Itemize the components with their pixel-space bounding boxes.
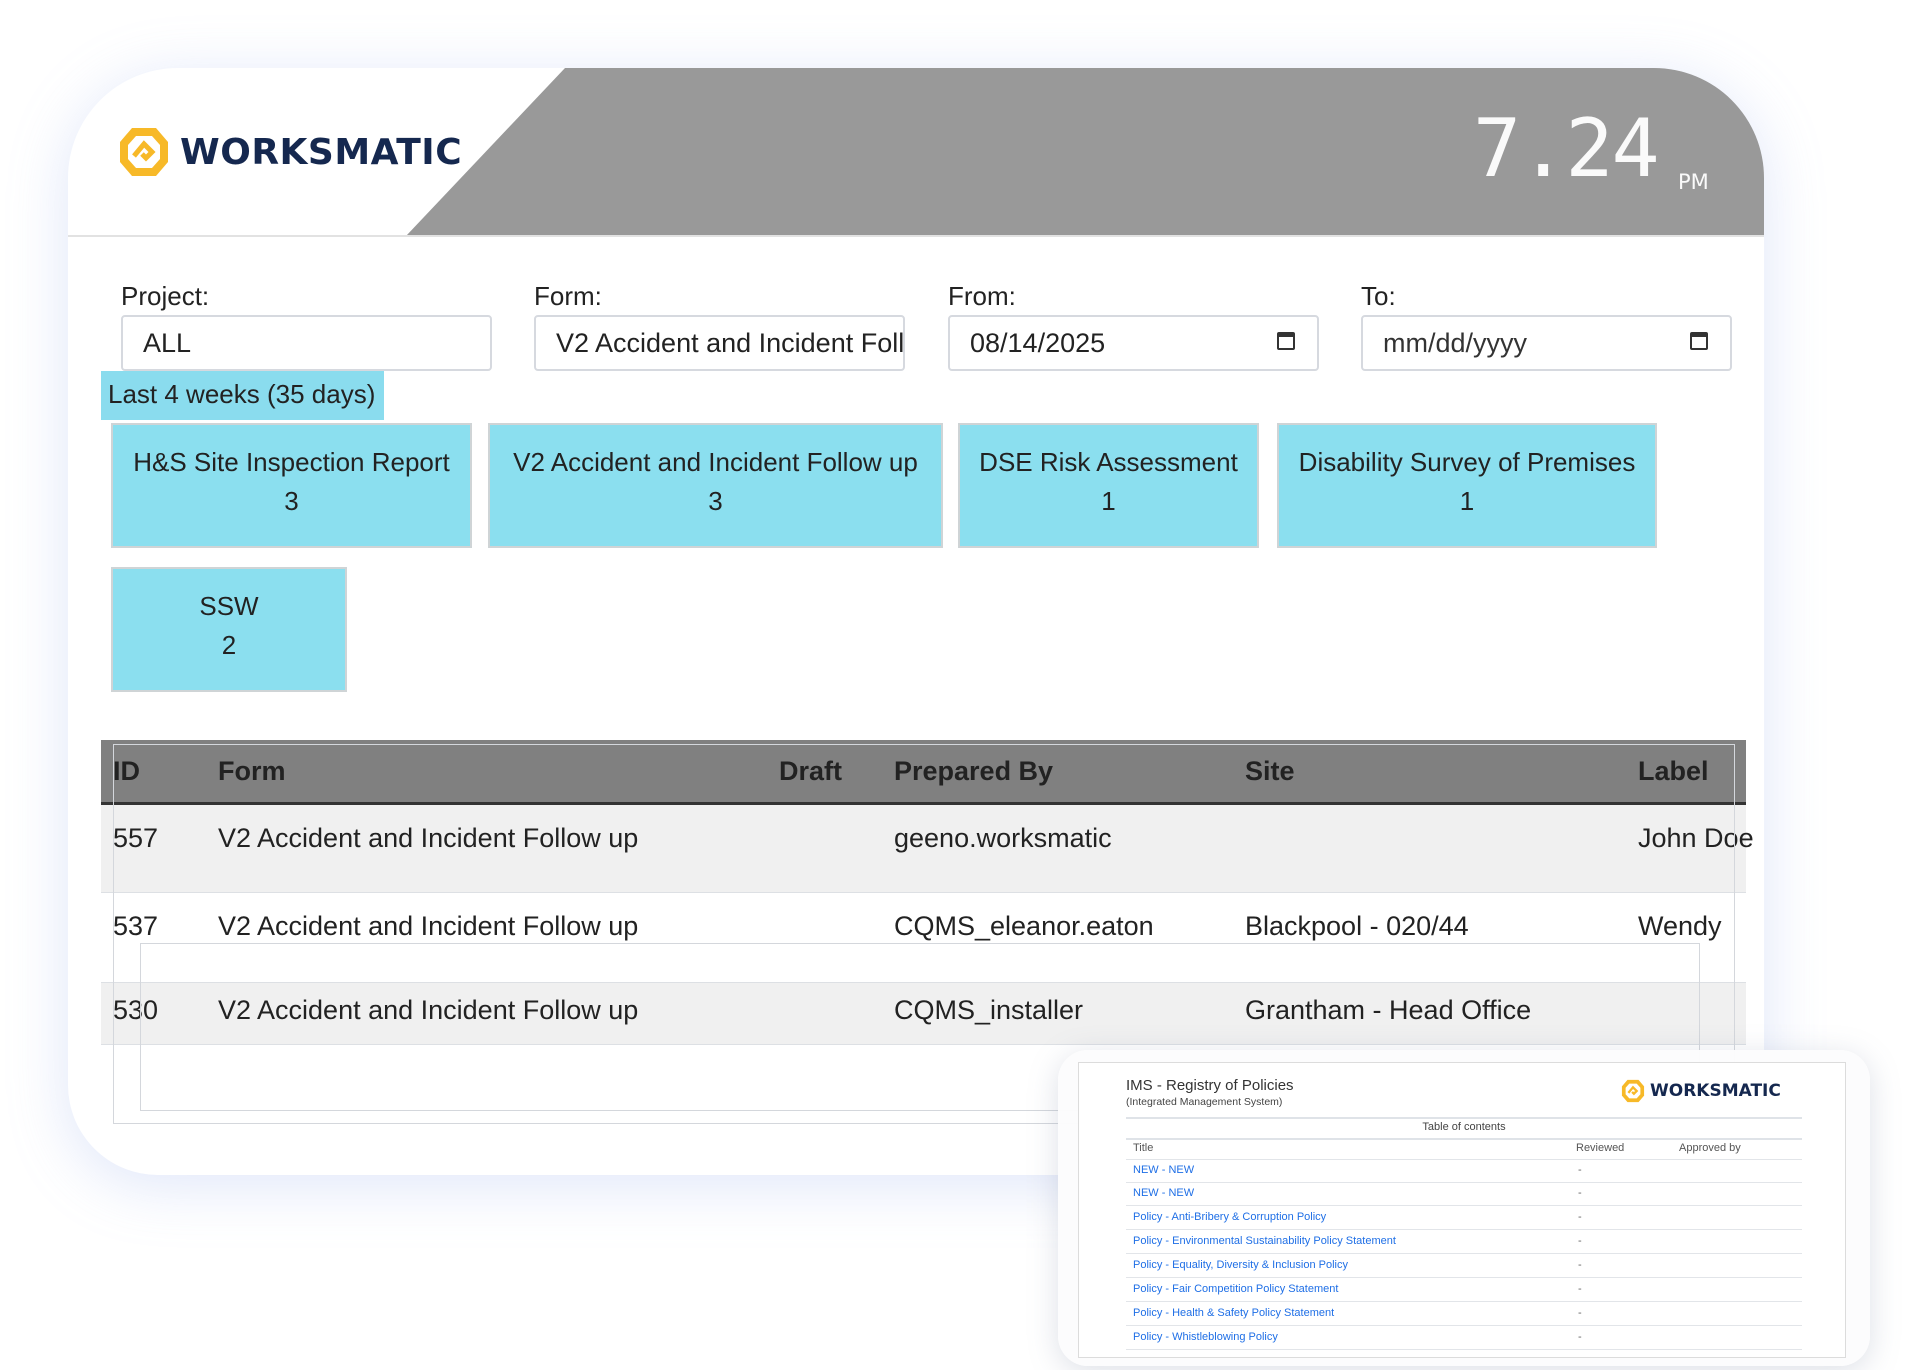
calendar-icon[interactable] [1277, 332, 1295, 350]
table-row[interactable]: 530 V2 Accident and Incident Follow up C… [101, 983, 1746, 1045]
header-divider [68, 235, 1764, 237]
policy-row[interactable]: Policy - Anti-Bribery & Corruption Polic… [1126, 1207, 1802, 1230]
policy-reviewed: - [1578, 1164, 1582, 1176]
policy-reviewed: - [1578, 1259, 1582, 1271]
policy-registry-preview: IMS - Registry of Policies (Integrated M… [1058, 1050, 1870, 1366]
cell-prepared-by: CQMS_eleanor.eaton [894, 911, 1154, 941]
form-select[interactable]: V2 Accident and Incident Foll [534, 315, 905, 371]
policy-link[interactable]: Policy - Fair Competition Policy Stateme… [1133, 1283, 1339, 1295]
policy-row[interactable]: Policy - Environmental Sustainability Po… [1126, 1231, 1802, 1254]
document-brand-name: WORKSMATIC [1650, 1081, 1781, 1101]
cell-prepared-by: CQMS_installer [894, 995, 1084, 1025]
form-tile[interactable]: DSE Risk Assessment 1 [958, 423, 1259, 548]
to-date-placeholder: mm/dd/yyyy [1383, 328, 1528, 358]
project-value: ALL [143, 328, 192, 358]
policy-link[interactable]: Policy - Health & Safety Policy Statemen… [1133, 1307, 1335, 1319]
to-date-input[interactable]: mm/dd/yyyy [1361, 315, 1732, 371]
form-tile[interactable]: H&S Site Inspection Report 3 [111, 423, 472, 548]
cell-id: 537 [113, 911, 159, 941]
table-frame [113, 744, 1735, 1124]
policy-row[interactable]: Policy - Fair Competition Policy Stateme… [1126, 1279, 1802, 1302]
doc-col-reviewed: Reviewed [1576, 1142, 1625, 1154]
policy-link[interactable]: NEW - NEW [1133, 1187, 1195, 1199]
cell-id: 530 [113, 995, 159, 1025]
row-highlight-frame [140, 943, 1700, 1111]
tile-count: 3 [284, 486, 299, 516]
tile-title: DSE Risk Assessment [979, 447, 1238, 477]
from-date-value: 08/14/2025 [970, 328, 1106, 358]
cell-site: Grantham - Head Office [1245, 995, 1532, 1025]
doc-col-title: Title [1133, 1142, 1154, 1154]
policy-link[interactable]: Policy - Whistleblowing Policy [1133, 1331, 1278, 1343]
tile-count: 2 [221, 630, 237, 660]
cell-form: V2 Accident and Incident Follow up [218, 911, 639, 941]
cell-form: V2 Accident and Incident Follow up [218, 995, 639, 1025]
cell-prepared-by: geeno.worksmatic [894, 823, 1112, 853]
calendar-icon[interactable] [1690, 332, 1708, 350]
header-banner [406, 68, 1764, 236]
divider [1126, 1138, 1802, 1140]
policy-link[interactable]: NEW - NEW [1133, 1164, 1195, 1176]
from-label: From: [948, 281, 1016, 311]
form-label: Form: [534, 281, 602, 311]
clock-period: PM [1678, 170, 1709, 194]
policy-link[interactable]: Policy - Environmental Sustainability Po… [1133, 1235, 1396, 1247]
tile-title: Disability Survey of Premises [1298, 447, 1636, 477]
from-date-input[interactable]: 08/14/2025 [948, 315, 1319, 371]
dashboard-card: WORKSMATIC 7.24 PM Project: Form: From: … [68, 68, 1764, 1175]
policy-row[interactable]: NEW - NEW - [1126, 1159, 1802, 1183]
tile-title: SSW [199, 591, 259, 621]
period-badge: Last 4 weeks (35 days) [101, 371, 384, 420]
toc-heading: Table of contents [1422, 1121, 1506, 1133]
table-row[interactable]: 557 V2 Accident and Incident Follow up g… [101, 805, 1754, 893]
brand-name: WORKSMATIC [180, 131, 463, 173]
policy-link[interactable]: Policy - Equality, Diversity & Inclusion… [1133, 1259, 1348, 1271]
policy-link[interactable]: Policy - Anti-Bribery & Corruption Polic… [1133, 1211, 1327, 1223]
policy-reviewed: - [1578, 1307, 1582, 1319]
policy-row[interactable]: Policy - Health & Safety Policy Statemen… [1126, 1303, 1802, 1326]
document-brand-logo: WORKSMATIC [1621, 1079, 1781, 1103]
table-row[interactable]: 537 V2 Accident and Incident Follow up C… [101, 893, 1746, 983]
tile-count: 1 [1101, 486, 1116, 516]
cell-form: V2 Accident and Incident Follow up [218, 823, 639, 853]
form-value: V2 Accident and Incident Foll [556, 328, 905, 358]
to-label: To: [1361, 281, 1396, 311]
tile-count: 3 [708, 486, 723, 516]
digital-clock: 7.24 [1473, 102, 1660, 195]
policy-reviewed: - [1578, 1211, 1582, 1223]
policy-reviewed: - [1578, 1331, 1582, 1343]
document-subtitle: (Integrated Management System) [1126, 1096, 1283, 1108]
col-id[interactable]: ID [113, 756, 140, 786]
col-prepared-by[interactable]: Prepared By [894, 756, 1054, 786]
project-label: Project: [121, 281, 210, 311]
policy-reviewed: - [1578, 1187, 1582, 1199]
project-select[interactable]: ALL [121, 315, 492, 371]
form-tile[interactable]: Disability Survey of Premises 1 [1277, 423, 1657, 548]
worksmatic-logo-icon [1621, 1079, 1645, 1103]
brand-logo: WORKSMATIC [118, 126, 462, 178]
table-header: ID Form Draft Prepared By Site Label [101, 740, 1746, 805]
cell-site: Blackpool - 020/44 [1245, 911, 1469, 941]
col-site[interactable]: Site [1245, 756, 1295, 786]
cell-id: 557 [113, 823, 159, 853]
policy-reviewed: - [1578, 1235, 1582, 1247]
form-tile[interactable]: SSW 2 [111, 567, 347, 692]
policy-row[interactable]: NEW - NEW - [1126, 1183, 1802, 1206]
tile-title: H&S Site Inspection Report [133, 447, 450, 477]
col-form[interactable]: Form [218, 756, 286, 786]
cell-label: Wendy [1638, 911, 1722, 941]
policy-row[interactable]: Policy - Whistleblowing Policy - [1126, 1327, 1802, 1350]
worksmatic-logo-icon [120, 128, 168, 176]
policy-document: IMS - Registry of Policies (Integrated M… [1078, 1062, 1846, 1358]
doc-col-approved-by: Approved by [1679, 1142, 1741, 1154]
policy-row[interactable]: Policy - Equality, Diversity & Inclusion… [1126, 1255, 1802, 1278]
tile-count: 1 [1459, 486, 1475, 516]
form-tile[interactable]: V2 Accident and Incident Follow up 3 [488, 423, 943, 548]
policy-reviewed: - [1578, 1283, 1582, 1295]
col-label[interactable]: Label [1638, 756, 1709, 786]
tile-title: V2 Accident and Incident Follow up [513, 447, 918, 477]
divider [1126, 1117, 1802, 1119]
document-title: IMS - Registry of Policies [1126, 1077, 1294, 1094]
col-draft[interactable]: Draft [779, 756, 843, 786]
